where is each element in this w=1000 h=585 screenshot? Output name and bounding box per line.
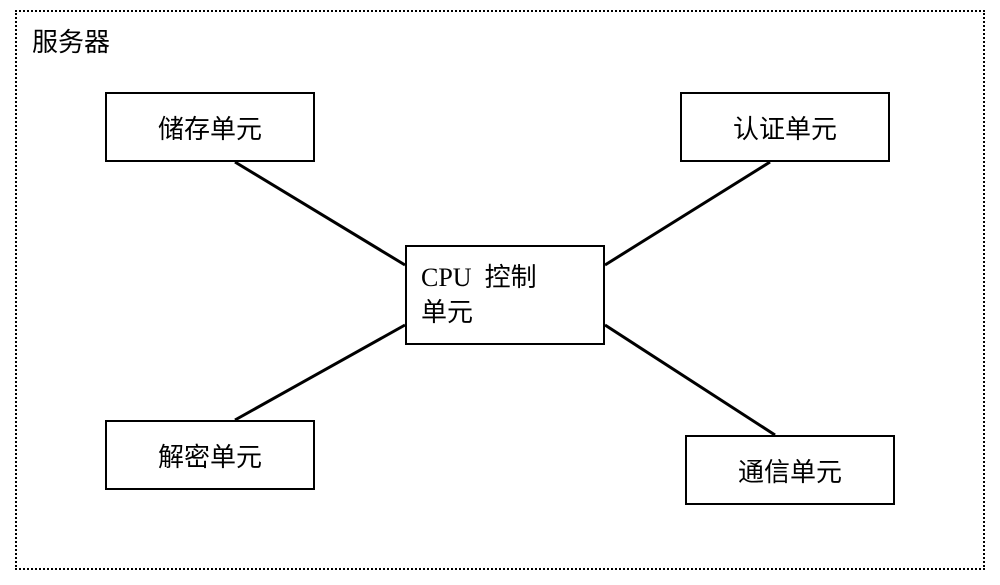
server-label: 服务器 xyxy=(32,22,110,59)
diagram-canvas: 服务器 储存单元 认证单元 CPU 控制 单元 解密单元 通信单元 xyxy=(0,0,1000,585)
storage-unit-label: 储存单元 xyxy=(107,109,313,146)
auth-unit-label: 认证单元 xyxy=(682,109,888,146)
auth-unit-box: 认证单元 xyxy=(680,92,890,162)
cpu-control-unit-box: CPU 控制 单元 xyxy=(405,245,605,345)
storage-unit-box: 储存单元 xyxy=(105,92,315,162)
comm-unit-label: 通信单元 xyxy=(687,452,893,489)
cpu-control-unit-label: CPU 控制 单元 xyxy=(407,260,603,330)
decrypt-unit-label: 解密单元 xyxy=(107,437,313,474)
comm-unit-box: 通信单元 xyxy=(685,435,895,505)
decrypt-unit-box: 解密单元 xyxy=(105,420,315,490)
